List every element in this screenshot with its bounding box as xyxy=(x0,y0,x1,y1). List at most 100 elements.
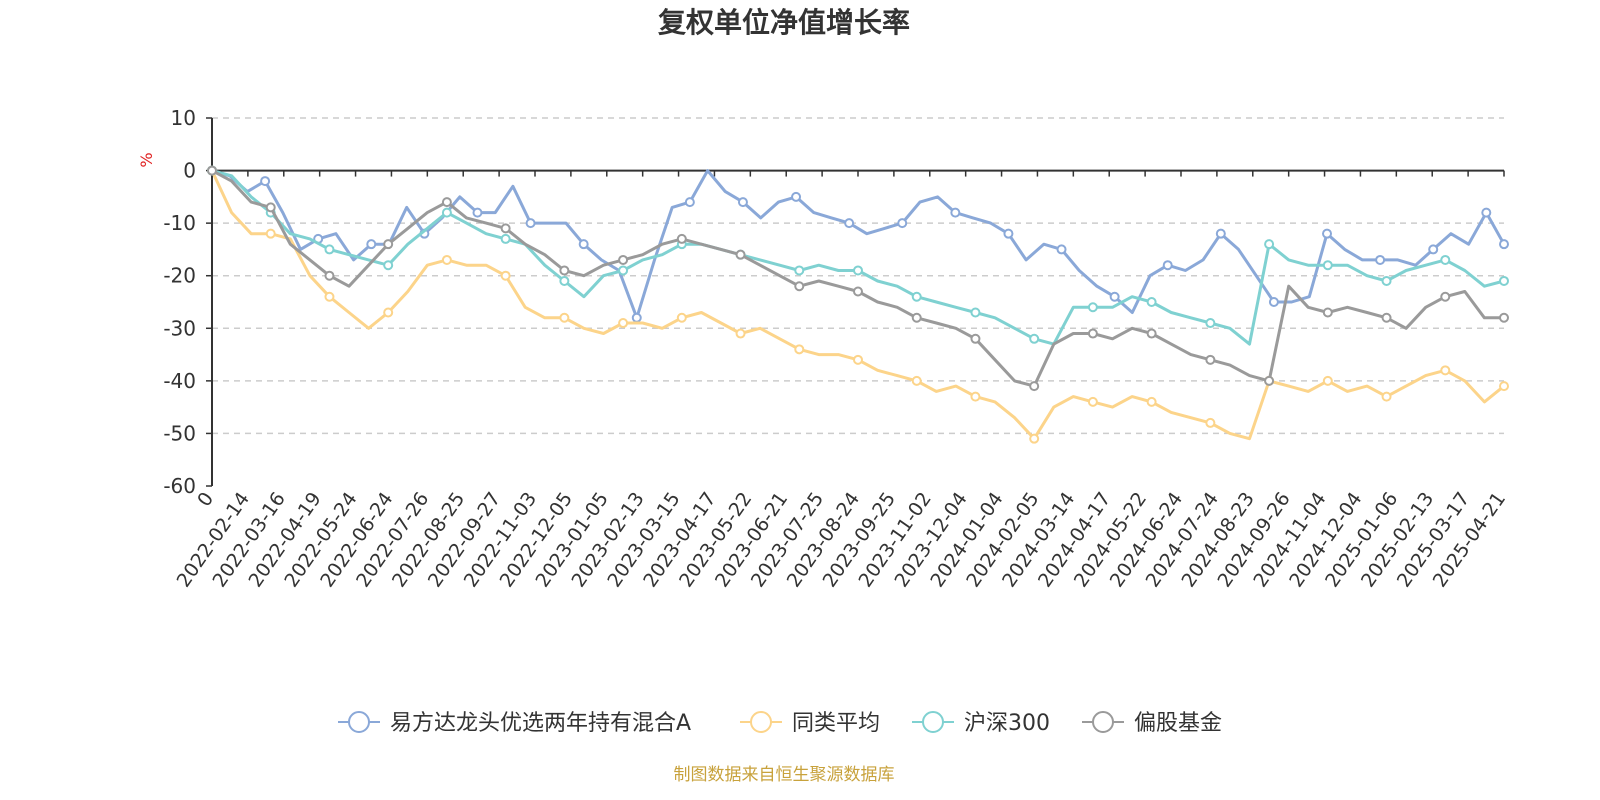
series-point xyxy=(383,307,394,318)
series-point xyxy=(265,202,276,213)
series-point xyxy=(500,223,511,234)
y-tick-label: -60 xyxy=(163,474,196,498)
series-point xyxy=(1087,328,1098,339)
series-point xyxy=(618,318,629,329)
series-point xyxy=(1205,354,1216,365)
series-point xyxy=(676,233,687,244)
series-point xyxy=(383,260,394,271)
series-point xyxy=(1268,297,1279,307)
series-point xyxy=(559,275,570,286)
legend-circle-icon xyxy=(750,711,772,733)
series-point xyxy=(735,249,746,260)
series-point xyxy=(1440,291,1451,302)
y-tick-label: 10 xyxy=(171,106,196,130)
series-point xyxy=(1440,365,1451,376)
series-point xyxy=(911,291,922,302)
series-point xyxy=(324,270,335,281)
source-footer: 制图数据来自恒生聚源数据库 xyxy=(674,765,895,785)
series-point xyxy=(441,254,452,265)
legend-item-0[interactable]: 易方达龙头优选两年持有混合A xyxy=(338,711,691,736)
grid-lines xyxy=(212,117,1504,435)
series-point xyxy=(618,265,629,276)
series-point xyxy=(844,218,855,229)
series-point xyxy=(1381,391,1392,402)
series-point xyxy=(1205,417,1216,428)
y-tick-label: -10 xyxy=(163,211,196,235)
series-point xyxy=(794,344,805,355)
series-point xyxy=(1264,375,1275,386)
series-point xyxy=(794,281,805,292)
y-tick-label: -40 xyxy=(163,369,196,393)
legend-circle-icon xyxy=(348,711,370,733)
series-point xyxy=(1087,396,1098,407)
series-point xyxy=(1146,297,1157,307)
series-point xyxy=(853,354,863,365)
series-point xyxy=(1162,260,1173,271)
legend-label: 同类平均 xyxy=(792,711,880,736)
y-tick-label: -20 xyxy=(163,264,196,288)
series-point xyxy=(265,228,276,239)
series-point xyxy=(1499,275,1509,286)
series-point xyxy=(1205,318,1216,329)
series-point xyxy=(970,307,981,318)
series-point xyxy=(559,312,570,323)
series-point xyxy=(1264,239,1275,250)
series-point xyxy=(1375,254,1386,265)
series-point xyxy=(1056,244,1067,255)
series-point xyxy=(472,207,483,218)
series-point xyxy=(525,218,536,229)
series-point xyxy=(970,333,981,344)
series-point xyxy=(324,291,335,302)
x-tick-label: 0 xyxy=(193,488,218,511)
y-axis-unit: % xyxy=(137,152,156,167)
series-point xyxy=(631,312,642,323)
series-lines xyxy=(207,165,1509,444)
series-point xyxy=(970,391,981,402)
series-point xyxy=(1003,228,1014,239)
legend-label: 偏股基金 xyxy=(1134,711,1222,736)
legend-label: 沪深300 xyxy=(964,711,1050,736)
series-point xyxy=(791,191,802,202)
legend-label: 易方达龙头优选两年持有混合A xyxy=(390,711,691,736)
series-point xyxy=(735,328,746,339)
series-point xyxy=(207,165,217,176)
series-point xyxy=(676,312,687,323)
series-point xyxy=(578,239,589,250)
legend[interactable]: 易方达龙头优选两年持有混合A 同类平均 沪深300 偏股基金 xyxy=(338,711,1222,736)
series-point xyxy=(684,197,695,208)
series-point xyxy=(737,197,748,208)
series-point xyxy=(1322,375,1333,386)
series-point xyxy=(1322,228,1333,239)
series-point xyxy=(1087,302,1098,313)
series-point xyxy=(1381,275,1392,286)
series-point xyxy=(1322,260,1333,271)
series-point xyxy=(1381,312,1392,323)
series-point xyxy=(911,312,922,323)
series-point xyxy=(383,239,394,250)
series-point xyxy=(897,218,908,229)
legend-item-3[interactable]: 偏股基金 xyxy=(1082,711,1222,736)
series-point xyxy=(853,265,863,276)
series-point xyxy=(1029,433,1040,444)
series-point xyxy=(1322,307,1333,318)
series-point xyxy=(559,265,570,276)
axes: 100-10-20-30-40-50-6002022-02-142022-03-… xyxy=(163,106,1510,591)
legend-item-2[interactable]: 沪深300 xyxy=(912,711,1050,736)
series-point xyxy=(366,239,377,250)
series-line-2 xyxy=(211,169,1505,346)
series-line-3 xyxy=(211,169,1504,388)
series-point xyxy=(441,207,452,218)
series-point xyxy=(911,375,922,386)
legend-item-1[interactable]: 同类平均 xyxy=(740,711,880,736)
series-point xyxy=(950,207,961,218)
series-point xyxy=(794,265,805,276)
series-point xyxy=(618,254,629,265)
series-point xyxy=(1029,381,1040,392)
series-point xyxy=(1481,207,1492,218)
chart-title: 复权单位净值增长率 xyxy=(658,6,910,39)
series-point xyxy=(1146,328,1157,339)
legend-circle-icon xyxy=(1092,711,1114,733)
series-point xyxy=(1440,254,1451,265)
series-point xyxy=(853,286,863,297)
